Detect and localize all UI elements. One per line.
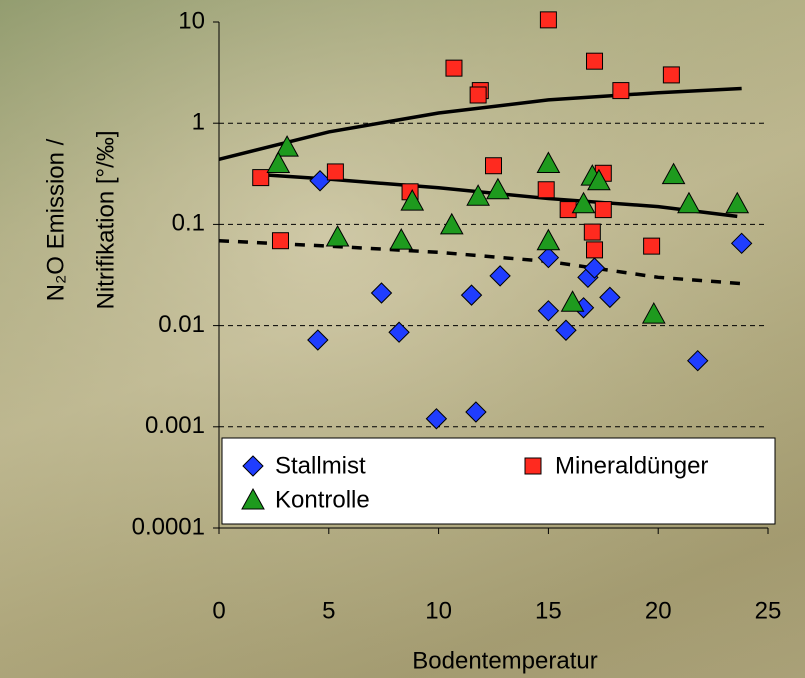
point xyxy=(586,52,604,70)
point xyxy=(587,168,611,191)
point xyxy=(425,408,448,430)
x-tick-label: 10 xyxy=(425,597,452,624)
legend-box xyxy=(221,437,776,525)
point xyxy=(571,191,596,214)
point xyxy=(687,349,709,372)
x-axis-title: Bodentemperatur xyxy=(412,647,597,674)
point xyxy=(275,135,299,157)
point xyxy=(583,257,606,279)
point xyxy=(466,184,490,206)
trend-line xyxy=(218,238,742,286)
point xyxy=(555,319,577,341)
legend-label: Kontrolle xyxy=(275,486,370,513)
point xyxy=(469,86,487,104)
point xyxy=(460,284,483,306)
point xyxy=(325,225,350,247)
point xyxy=(537,246,560,269)
trend-line xyxy=(218,86,742,161)
legend-marker xyxy=(241,487,265,510)
point xyxy=(326,163,344,181)
legend-label: Stallmist xyxy=(275,452,366,479)
point xyxy=(662,66,680,84)
point xyxy=(583,223,601,241)
y-tick-label: 0.001 xyxy=(145,412,205,439)
x-tick-label: 20 xyxy=(645,597,672,624)
point xyxy=(661,162,686,185)
point xyxy=(560,290,585,312)
x-tick-label: 15 xyxy=(535,597,562,624)
point xyxy=(489,265,511,287)
point xyxy=(677,191,701,214)
point xyxy=(266,151,291,173)
point xyxy=(439,212,464,235)
point xyxy=(586,241,604,259)
point xyxy=(389,228,414,250)
point xyxy=(445,59,463,77)
point xyxy=(271,232,289,250)
point xyxy=(252,169,270,187)
point xyxy=(725,191,750,214)
x-tick-label: 25 xyxy=(755,597,782,624)
point xyxy=(536,151,561,173)
point xyxy=(388,321,410,343)
y-axis-title: Nitrifikation [°/‰] xyxy=(92,131,119,310)
y-tick-label: 0.1 xyxy=(172,210,205,237)
point xyxy=(537,181,555,199)
y-axis-title: N₂O Emission / xyxy=(42,138,69,301)
y-tick-label: 10 xyxy=(178,7,205,34)
point xyxy=(539,11,557,29)
legend-marker xyxy=(524,457,542,475)
point xyxy=(485,157,502,175)
point xyxy=(643,237,661,255)
point xyxy=(537,300,560,322)
point xyxy=(730,232,753,255)
legend-marker xyxy=(242,455,264,477)
y-tick-label: 0.01 xyxy=(158,311,205,338)
y-tick-label: 1 xyxy=(192,109,205,136)
point xyxy=(594,201,612,219)
legend-label: Mineraldünger xyxy=(555,452,708,479)
point xyxy=(370,282,393,304)
point xyxy=(465,401,487,423)
point xyxy=(307,329,329,351)
x-tick-label: 0 xyxy=(212,597,225,624)
point xyxy=(400,189,425,211)
point xyxy=(486,177,510,200)
x-tick-label: 5 xyxy=(322,597,335,624)
point xyxy=(612,82,630,100)
point xyxy=(309,170,331,192)
point xyxy=(536,228,561,251)
y-tick-label: 0.0001 xyxy=(132,513,205,540)
point xyxy=(599,286,621,309)
point xyxy=(641,302,666,324)
